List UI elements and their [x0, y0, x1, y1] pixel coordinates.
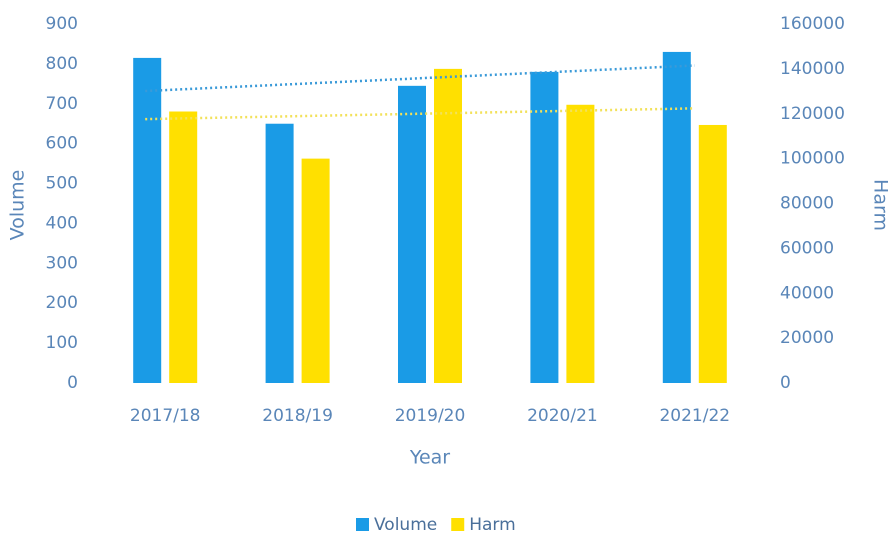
legend-swatch	[451, 518, 465, 531]
y2-tick-label: 140000	[780, 59, 845, 79]
legend-label: Volume	[374, 515, 437, 535]
x-tick-label: 2020/21	[527, 406, 598, 426]
y2-tick-label: 0	[780, 373, 791, 393]
y2-tick-label: 80000	[780, 194, 834, 214]
y-tick-label: 700	[46, 94, 78, 114]
legend-label: Harm	[469, 515, 515, 535]
trendline	[145, 64, 695, 93]
x-tick-label: 2019/20	[395, 406, 466, 426]
y2-tick-label: 60000	[780, 238, 834, 258]
bar	[265, 123, 294, 383]
legend-swatch	[356, 518, 369, 531]
bar	[662, 51, 691, 384]
y2-tick-label: 160000	[780, 14, 845, 34]
x-tick-label: 2018/19	[262, 406, 333, 426]
x-tick-label: 2017/18	[130, 406, 201, 426]
y2-axis-title: Harm	[870, 179, 892, 231]
trendline	[145, 107, 695, 121]
y-tick-label: 600	[46, 134, 78, 154]
y2-tick-label: 40000	[780, 283, 834, 303]
y2-tick-label: 100000	[780, 149, 845, 169]
y-tick-label: 0	[67, 373, 78, 393]
bar	[169, 111, 198, 383]
y-tick-label: 300	[46, 253, 78, 273]
bar	[698, 124, 727, 383]
y-tick-label: 100	[46, 333, 78, 353]
bar	[434, 68, 462, 383]
x-tick-label: 2021/22	[659, 406, 730, 426]
bar	[530, 71, 559, 383]
bar	[301, 158, 330, 383]
y-tick-label: 400	[46, 213, 78, 233]
bar	[566, 104, 595, 384]
bar	[398, 85, 426, 384]
y-tick-label: 500	[46, 174, 78, 194]
y2-tick-label: 20000	[780, 328, 834, 348]
y2-tick-label: 120000	[780, 104, 845, 124]
y-tick-label: 200	[46, 293, 78, 313]
y-tick-label: 800	[46, 54, 78, 74]
y-tick-label: 900	[46, 14, 78, 34]
y-axis-title: Volume	[7, 170, 29, 241]
bar	[133, 57, 162, 384]
x-axis-title: Year	[409, 447, 450, 469]
